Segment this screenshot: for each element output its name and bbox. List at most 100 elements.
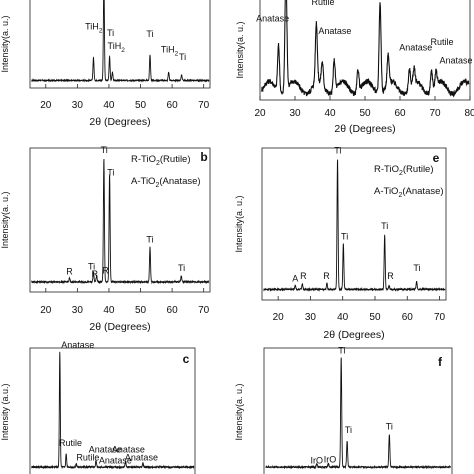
x-axis-label: 2θ (Degrees) [334,123,395,135]
peak-annotation: Ti [107,167,114,177]
x-tick-label: 60 [167,100,179,111]
x-tick-label: 30 [72,305,84,316]
x-tick-label: 60 [394,108,406,119]
plot-frame [29,0,211,89]
peak-annotation: IrO [324,455,337,465]
peak-annotation: R [387,271,394,281]
x-tick-label: 30 [289,108,301,119]
y-axis-label: Intensity(a. u.) [234,195,244,252]
y-axis-label: Intensity(a. u.) [235,21,245,78]
peak-annotation: Anatase [99,456,132,466]
x-tick-label: 20 [254,108,266,119]
panel-letter: b [200,150,207,164]
peak-annotation: Anatase [125,452,158,462]
y-axis-label: Intensity(a. u.) [0,191,10,248]
x-tick-label: 50 [369,312,381,323]
peak-annotation: Ti [341,232,348,242]
peak-annotation: Ti [146,234,153,244]
legend-entry: R-TiO2(Rutile) [374,164,434,177]
peak-annotation: TiH2 [108,41,126,54]
xrd-spectrum-line [261,0,470,98]
legend-entry: A-TiO2(Anatase) [131,176,201,189]
x-tick-label: 20 [40,305,52,316]
y-axis-label: Intensity (a.u.) [0,383,10,440]
y-axis-label: Intensity(a. u.) [234,383,244,440]
peak-annotation: Ti [345,425,352,435]
peak-annotation: R [66,266,73,276]
x-tick-label: 70 [429,108,441,119]
peak-annotation: Ti [413,263,420,273]
x-tick-label: 60 [402,312,414,323]
peak-annotation: Rutile [430,37,453,47]
plot-frame [29,147,211,293]
peak-annotation: R [102,265,109,275]
peak-annotation: Ti [107,28,114,38]
peak-annotation: Ti [178,263,185,273]
peak-annotation: Ti [334,145,341,155]
peak-annotation: Rutile [76,452,99,462]
xrd-spectrum-line [31,159,210,285]
panel-letter: f [438,355,443,369]
panel-letter: e [433,151,440,165]
peak-annotation: Ti [386,422,393,432]
panel-f: Intensity(a. u.) f Ti Ti Ti IrO IrO [234,346,453,474]
x-axis-label: 2θ (Degrees) [323,329,384,341]
peak-annotation: Anatase [399,42,432,52]
x-tick-label: 70 [198,305,210,316]
peak-annotation: Anatase [439,56,472,66]
peak-annotation: Ti [101,145,108,155]
y-axis-label: Intensity(a. u.) [0,15,10,72]
panel-d: 20 30 40 50 60 70 80 2θ (Degrees) Intensity(a. u… [235,0,474,135]
x-tick-label: 80 [464,108,474,119]
x-axis-label: 2θ (Degrees) [89,321,150,333]
peak-annotation: IrO [311,456,324,466]
peak-annotation: TiH2 [161,45,179,58]
peak-annotation: R [323,271,330,281]
legend-entry: A-TiO2(Anatase) [374,186,444,199]
x-tick-label: 40 [103,100,115,111]
peak-annotation: Ti [146,29,153,39]
x-tick-label: 40 [324,108,336,119]
panel-e: 20 30 40 50 60 70 2θ (Degrees) Intensity(a. u.)… [234,145,447,341]
x-tick-label: 30 [72,100,84,111]
x-tick-label: 50 [135,100,147,111]
plot-frame [263,347,453,474]
peak-annotation: Ti [381,221,388,231]
peak-annotation: TiH2 [85,21,103,34]
xrd-spectrum-line [263,159,446,292]
xrd-spectrum-line [265,357,452,470]
panel-a: 20 30 40 50 60 70 2θ (Degrees) Intensity(a. u.)… [0,0,211,128]
peak-annotation: Rutile [59,438,82,448]
plot-frame [261,147,447,301]
x-tick-label: 70 [434,312,446,323]
x-tick-label: 50 [359,108,371,119]
legend-entry: R-TiO2(Rutile) [131,154,191,167]
peak-annotation: Anatase [112,445,145,455]
x-tick-label: 40 [337,312,349,323]
peak-annotation: R [91,269,98,279]
peak-annotation: Anatase [61,340,94,350]
peak-annotation: A [292,274,298,284]
peak-annotation: Anatase [318,26,351,36]
xrd-spectrum-line [31,0,210,83]
peak-annotation: Anatase [256,13,289,23]
x-tick-label: 60 [167,305,179,316]
panel-c: Intensity (a.u.)cAnataseRutileRutileAnat… [0,340,196,474]
x-tick-label: 70 [198,100,210,111]
x-tick-label: 30 [305,312,317,323]
peak-annotation: Ti [179,52,186,62]
x-axis-label: 2θ (Degrees) [89,116,150,128]
peak-annotation: R [300,271,307,281]
panel-letter: c [183,352,190,366]
peak-annotation: Ti [338,346,345,356]
peak-annotation: Ti [88,262,95,272]
plot-frame [29,347,196,474]
x-tick-label: 40 [103,305,115,316]
x-tick-label: 20 [40,100,52,111]
peak-annotation: Rutile [311,0,334,7]
x-tick-label: 20 [273,312,285,323]
x-tick-label: 50 [135,305,147,316]
xrd-spectrum-line [31,351,195,470]
panel-b: 20 30 40 50 60 70 2θ (Degrees) Intensity(a. u.)… [0,145,211,333]
